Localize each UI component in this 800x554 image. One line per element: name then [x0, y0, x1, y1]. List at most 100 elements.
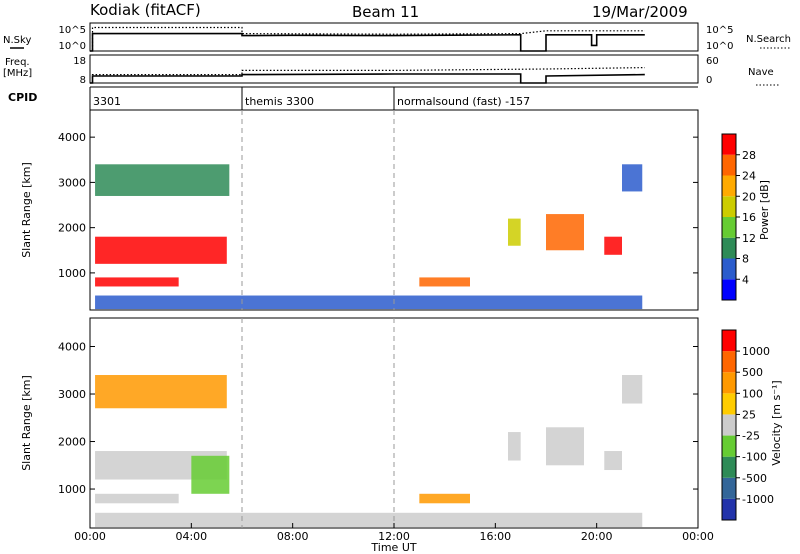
frequency-panel-series-0: [90, 73, 645, 84]
xtick-3: 12:00: [378, 530, 410, 543]
power-panel: 1000 2000 3000 4000 Slant Range [km] 4 8 12 16…: [20, 109, 771, 311]
vel-cbar-swatch-0: [722, 498, 736, 520]
power-cbar-tick-0: 4: [742, 273, 749, 286]
vel-region-5: [508, 432, 521, 461]
x-axis-label: Time UT: [370, 541, 416, 554]
power-region-0: [95, 164, 230, 196]
vel-region-3: [95, 493, 179, 504]
noise-frame: [89, 22, 699, 52]
noise-left-label: N.Sky: [3, 35, 31, 46]
xtick-5: 20:00: [581, 530, 613, 543]
cpid-entry-1: themis 3300: [245, 95, 314, 108]
noise-panel-series-0: [90, 32, 645, 52]
power-region-5: [546, 214, 584, 251]
power-cbar-swatch-6: [722, 154, 736, 176]
cpid-bar: CPID 3301 themis 3300 normalsound (fast) -…: [8, 86, 698, 110]
vel-cbar-tick-6: -500: [742, 472, 767, 485]
xtick-0: 00:00: [74, 530, 106, 543]
vel-cbar-tick-2: 100: [742, 387, 763, 400]
noise-series: [90, 26, 645, 52]
vel-cbar-tick-7: -1000: [742, 493, 774, 506]
power-region-6: [604, 236, 622, 255]
date-title: 19/Mar/2009: [592, 3, 688, 21]
power-vlines: [241, 110, 395, 310]
vel-ytick-2: 3000: [58, 388, 86, 401]
power-ytick-3: 4000: [58, 131, 86, 144]
power-cbar-swatch-2: [722, 237, 736, 259]
vel-cbar-tick-5: -100: [742, 451, 767, 464]
power-cbar-tick-4: 20: [742, 190, 756, 203]
vel-cbar-swatch-6: [722, 372, 736, 394]
power-cbar-swatch-7: [722, 134, 736, 155]
velocity-yticks: 1000 2000 3000 4000: [58, 341, 698, 496]
vel-region-2: [191, 455, 230, 494]
freq-frame: [89, 54, 699, 84]
velocity-xticks: 00:00 04:00 08:00 12:00 16:00 20:00 00:00: [74, 523, 714, 543]
vel-ytick-0: 1000: [58, 483, 86, 496]
noise-left-tick-bottom: 10^0: [59, 41, 86, 52]
xtick-6: 00:00: [682, 530, 714, 543]
cpid-entry-2: normalsound (fast) -157: [397, 95, 530, 108]
power-cbar-tick-1: 8: [742, 253, 749, 266]
power-cbar-swatch-4: [722, 196, 736, 217]
velocity-cbar-label: Velocity [m s⁻¹]: [770, 380, 783, 465]
vel-region-9: [95, 512, 643, 528]
xtick-4: 16:00: [479, 530, 511, 543]
power-ytick-0: 1000: [58, 267, 86, 280]
vel-cbar-tick-4: -25: [742, 430, 760, 443]
vel-ytick-3: 4000: [58, 341, 86, 354]
vel-ytick-1: 2000: [58, 436, 86, 449]
power-yticks: 1000 2000 3000 4000: [58, 131, 698, 280]
velocity-regions: [95, 375, 643, 528]
power-regions: [95, 164, 643, 310]
vel-cbar-tick-1: 500: [742, 366, 763, 379]
vel-cbar-swatch-8: [722, 330, 736, 352]
power-cbar-swatch-1: [722, 258, 736, 280]
cpid-entries: 3301 themis 3300 normalsound (fast) -157: [89, 87, 530, 110]
power-region-8: [95, 295, 643, 310]
power-region-7: [622, 164, 643, 192]
freq-right-label: Nave: [748, 67, 774, 78]
vel-region-8: [622, 375, 643, 404]
power-region-2: [95, 277, 179, 287]
frequency-panel-series-1: [90, 67, 645, 84]
vel-cbar-swatch-5: [722, 393, 736, 415]
noise-right-label: N.Search: [746, 34, 791, 45]
vel-region-7: [604, 451, 622, 471]
frequency-panel: Freq. [MHz] 18 8 60 0 Nave: [3, 54, 780, 86]
freq-left-tick-bottom: 8: [80, 75, 86, 86]
vel-cbar-swatch-3: [722, 435, 736, 457]
cpid-label: CPID: [8, 91, 37, 104]
noise-right-tick-top: 10^5: [706, 25, 733, 36]
vel-cbar-tick-0: 1000: [742, 345, 770, 358]
velocity-panel: 1000 2000 3000 4000 Slant Range [km] 1000 50…: [20, 317, 783, 554]
power-ytick-1: 2000: [58, 222, 86, 235]
vel-cbar-swatch-7: [722, 351, 736, 373]
vel-cbar-frame: [721, 329, 737, 521]
power-region-1: [95, 236, 227, 264]
freq-left-label-2: [MHz]: [3, 68, 32, 79]
vel-cbar-swatch-1: [722, 477, 736, 499]
power-cbar-label: Power [dB]: [758, 180, 771, 240]
power-ytick-2: 3000: [58, 176, 86, 189]
vel-region-0: [95, 375, 227, 409]
power-cbar-tick-2: 12: [742, 232, 756, 245]
power-cbar-tick-5: 24: [742, 170, 756, 183]
power-region-3: [419, 277, 470, 287]
frequency-series: [90, 67, 645, 84]
velocity-vlines: [241, 318, 395, 528]
velocity-colorbar: 1000 500 100 25 -25 -100 -500 -1000: [721, 329, 774, 521]
power-region-4: [508, 218, 521, 246]
beam-title: Beam 11: [352, 3, 419, 21]
power-cbar-swatch-3: [722, 217, 736, 238]
vel-cbar-swatch-4: [722, 414, 736, 436]
freq-right-tick-bottom: 0: [706, 75, 712, 86]
power-cbar-swatch-5: [722, 175, 736, 197]
vel-region-4: [419, 493, 470, 504]
station-title: Kodiak (fitACF): [90, 1, 201, 19]
power-ylabel: Slant Range [km]: [20, 162, 33, 258]
vel-cbar-tick-3: 25: [742, 408, 756, 421]
vel-cbar-swatch-2: [722, 456, 736, 478]
noise-panel-series-1: [90, 26, 645, 52]
